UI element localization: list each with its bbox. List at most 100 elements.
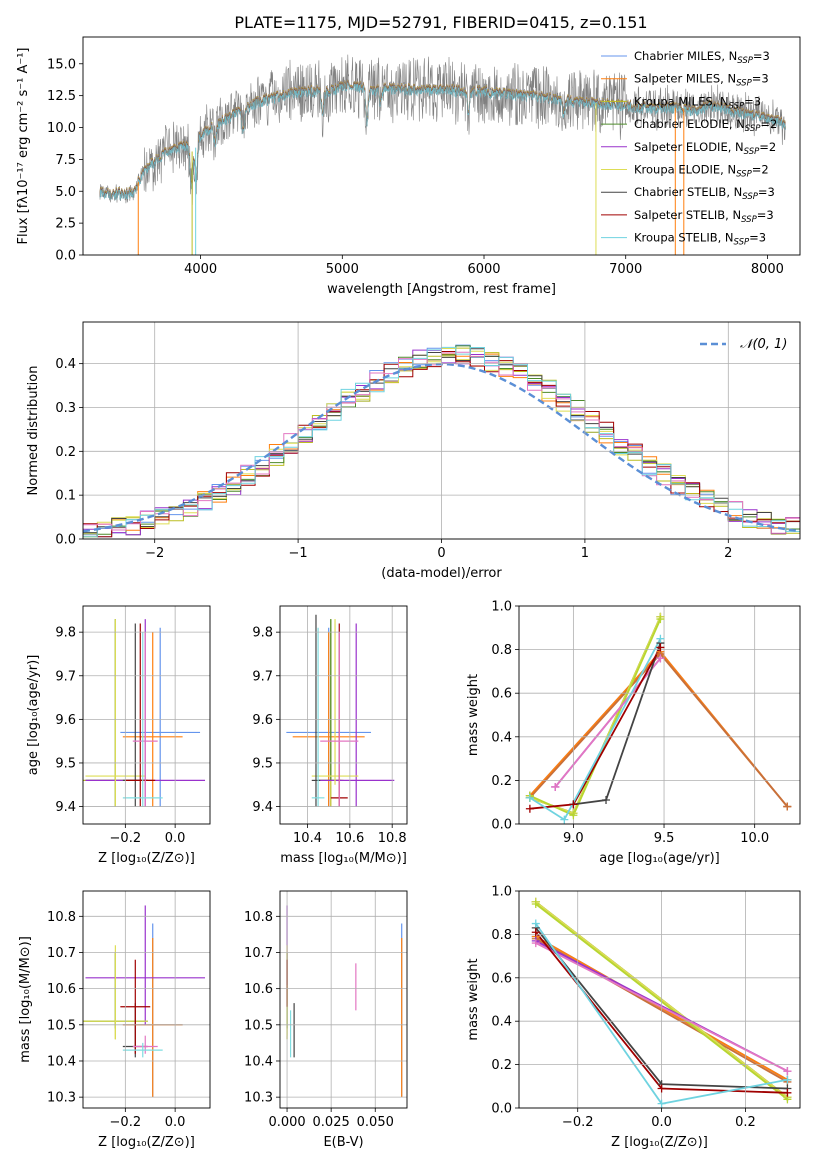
legend-text: Kroupa STELIB, N <box>634 231 734 245</box>
z-weight-xtick-label: 0.0 <box>651 1115 672 1130</box>
z-age-ytick-label: 9.5 <box>55 756 76 771</box>
residuals-frame <box>82 321 801 540</box>
residuals-ytick-label: 0.3 <box>55 401 76 416</box>
z-weight-point-marker <box>783 1067 792 1076</box>
legend-text: Salpeter MILES, N <box>634 72 736 86</box>
mass-age-xtick-label: 10.4 <box>293 831 322 846</box>
ebv-mass-xlabel: E(B-V) <box>323 1135 363 1150</box>
ebv-mass-plot-area <box>286 905 403 1098</box>
age-weight-point-marker <box>656 654 665 663</box>
spectrum-model-line <box>99 81 786 201</box>
z-weight-ytick-label: 1.0 <box>491 885 512 900</box>
mass-age-xtick-label: 10.8 <box>378 831 407 846</box>
ebv-mass-ytick-label: 10.8 <box>244 910 273 925</box>
spectrum-xtick-label: 8000 <box>751 262 784 277</box>
spectrum-xlabel: wavelength [Angstrom, rest frame] <box>327 282 556 297</box>
spectrum-axes: 4000 5000 6000 7000 8000 0.0 2.5 5.0 7.5 10.0 12.5… <box>16 36 801 297</box>
legend-tail: =3 <box>744 94 761 108</box>
age-weight-ylabel: mass weight <box>466 674 481 756</box>
z-age-ytick-label: 9.7 <box>55 669 76 684</box>
residuals-ytick-label: 0.1 <box>55 489 76 504</box>
z-weight-point-marker <box>783 1088 792 1097</box>
residuals-xlabel: (data-model)/error <box>381 566 502 581</box>
z-age-ylabel: age [log₁₀(age/yr)] <box>26 655 41 776</box>
legend-tail: =3 <box>757 208 774 222</box>
z-age-ytick-label: 9.4 <box>55 800 76 815</box>
z-weight-xlabel: Z [log₁₀(Z/Z⊙)] <box>611 1135 708 1150</box>
spectrum-legend-entry: Kroupa MILES, NSSP=3 <box>634 94 761 111</box>
legend-tail: =2 <box>752 163 769 177</box>
legend-text: Chabrier MILES, N <box>634 49 737 63</box>
age-weight-series-line <box>529 616 662 815</box>
z-weight-ytick-label: 0.8 <box>491 928 512 943</box>
age-weight-series-line <box>529 638 662 821</box>
legend-sub: SSP <box>734 238 750 248</box>
legend-text: Kroupa MILES, N <box>634 94 729 108</box>
mass-age-ytick-label: 9.8 <box>252 626 273 641</box>
age-weight-xtick-label: 10.0 <box>740 831 769 846</box>
age-weight-point-marker <box>656 634 665 643</box>
age-weight-ytick-label: 0.0 <box>491 818 512 833</box>
age-weight-xtick-label: 9.0 <box>563 831 584 846</box>
mass-age-ytick-label: 9.5 <box>252 756 273 771</box>
ebv-mass-ytick-label: 10.5 <box>244 1018 273 1033</box>
mass-age-ytick-label: 9.4 <box>252 800 273 815</box>
residuals-xtick-label: 2 <box>724 546 732 561</box>
residuals-axes: −2 −1 0 1 2 0.0 0.1 0.2 0.3 0.4 (data-model)/error… <box>26 321 801 581</box>
z-weight-xtick-label: 0.2 <box>735 1115 756 1130</box>
age-weight-frame <box>518 605 801 825</box>
legend-sub: SSP <box>737 56 753 66</box>
age-weight-series-line <box>529 650 788 808</box>
residuals-ytick-label: 0.0 <box>55 533 76 548</box>
age-weight-point-marker <box>569 811 578 820</box>
mass-age-ytick-label: 9.7 <box>252 669 273 684</box>
legend-text: Chabrier ELODIE, N <box>634 117 745 131</box>
z-weight-point-marker <box>531 928 540 937</box>
residuals-xtick-label: −1 <box>289 546 308 561</box>
legend-text: Salpeter ELODIE, N <box>634 140 744 154</box>
age-weight-point-marker <box>656 643 665 652</box>
z-weight-frame <box>518 890 801 1109</box>
z-weight-point-marker <box>657 1099 666 1108</box>
spectrum-ytick-label: 5.0 <box>55 185 76 200</box>
z-age-xtick-label: 0.0 <box>165 831 186 846</box>
z-age-ytick-label: 9.8 <box>55 626 76 641</box>
z-weight-ytick-label: 0.4 <box>491 1015 512 1030</box>
ebv-mass-ytick-label: 10.7 <box>244 946 273 961</box>
residuals-xtick-label: 0 <box>437 546 445 561</box>
legend-sub: SSP <box>736 170 752 180</box>
z-weight-point-marker <box>531 939 540 948</box>
z-weight-ytick-label: 0.6 <box>491 971 512 986</box>
legend-text: Kroupa ELODIE, N <box>634 163 736 177</box>
z-weight-xtick-label: −0.2 <box>562 1115 594 1130</box>
z-weight-ytick-label: 0.0 <box>491 1102 512 1117</box>
age-weight-point-marker <box>525 804 534 813</box>
ebv-mass-ytick-label: 10.6 <box>244 982 273 997</box>
legend-sub: SSP <box>742 192 758 202</box>
spectrum-legend-entry: Chabrier STELIB, NSSP=3 <box>634 185 775 202</box>
ebv-mass-ytick-label: 10.3 <box>244 1091 273 1106</box>
age-weight-axes: 9.0 9.5 10.0 0.0 0.2 0.4 0.6 0.8 1.0 age [log₁₀(a… <box>466 600 801 866</box>
spectrum-ytick-label: 0.0 <box>55 249 76 264</box>
age-weight-series-line <box>529 646 662 810</box>
residuals-ylabel: Normed distribution <box>26 366 41 496</box>
age-weight-point-marker <box>569 800 578 809</box>
ebv-mass-xtick-label: 0.025 <box>313 1115 350 1130</box>
age-weight-point-marker <box>602 796 611 805</box>
z-mass-axes: −0.2 0.0 10.3 10.4 10.5 10.6 10.7 10.8 Z [log₁₀(… <box>18 890 211 1150</box>
spectrum-legend-entry: Salpeter MILES, NSSP=3 <box>634 72 769 89</box>
age-weight-point-marker <box>656 615 665 624</box>
age-weight-series-line <box>529 616 662 815</box>
legend-tail: =3 <box>758 185 775 199</box>
legend-sub: SSP <box>741 215 757 225</box>
age-weight-xlabel: age [log₁₀(age/yr)] <box>599 851 720 866</box>
z-mass-xtick-label: −0.2 <box>110 1115 142 1130</box>
z-weight-ytick-label: 0.2 <box>491 1058 512 1073</box>
legend-tail: =2 <box>759 140 776 154</box>
spectrum-xtick-label: 4000 <box>184 262 217 277</box>
residuals-xtick-label: −2 <box>145 546 164 561</box>
z-weight-axes: −0.2 0.0 0.2 0.0 0.2 0.4 0.6 0.8 1.0 Z [log₁₀(Z/Z… <box>466 885 801 1150</box>
age-weight-point-marker <box>783 802 792 811</box>
age-weight-ytick-label: 0.6 <box>491 687 512 702</box>
